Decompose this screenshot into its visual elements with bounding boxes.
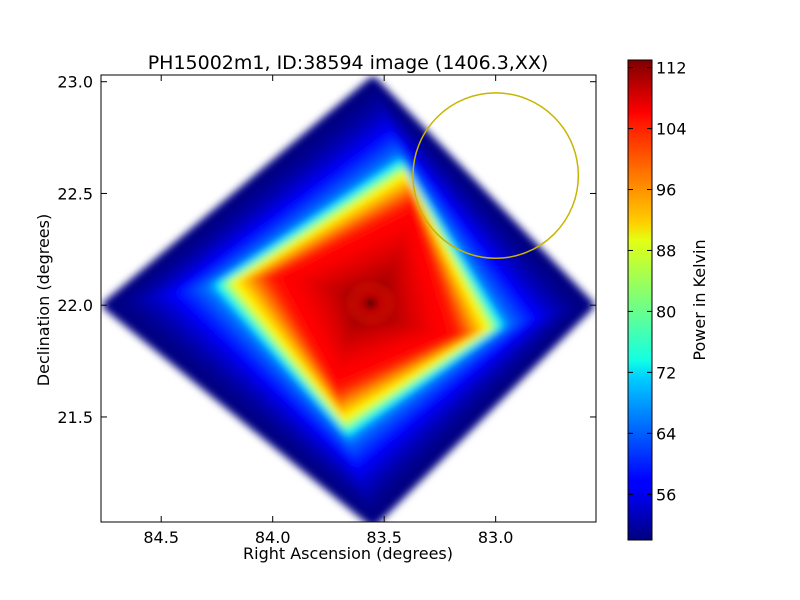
heatmap-peak-core bbox=[344, 279, 397, 328]
colorbar-label: Power in Kelvin bbox=[690, 239, 709, 360]
colorbar-tick-label: 72 bbox=[656, 363, 676, 382]
y-tick-label: 22.5 bbox=[57, 184, 93, 203]
x-axis-label: Right Ascension (degrees) bbox=[243, 544, 453, 563]
plot-frame bbox=[100, 74, 597, 523]
x-tick-label: 84.0 bbox=[255, 528, 291, 547]
colorbar-ticks: 56 64 72 80 88 96 104 112 bbox=[628, 59, 687, 504]
y-axis-ticks: 21.5 22.0 22.5 23.0 bbox=[57, 73, 596, 427]
colorbar-frame bbox=[627, 59, 653, 541]
colorbar-tick-label: 64 bbox=[656, 424, 676, 443]
colorbar-tick-label: 104 bbox=[656, 120, 687, 139]
colorbar-tick-label: 80 bbox=[656, 302, 676, 321]
x-tick-label: 84.5 bbox=[143, 528, 179, 547]
colorbar-tick-label: 88 bbox=[656, 241, 676, 260]
x-axis-ticks: 84.5 84.0 83.5 83.0 bbox=[143, 75, 513, 547]
colorbar bbox=[628, 60, 652, 540]
chart-title: PH15002m1, ID:38594 image (1406.3,XX) bbox=[148, 52, 549, 74]
colorbar-tick-label: 112 bbox=[656, 59, 687, 78]
y-axis-label: Declination (degrees) bbox=[34, 214, 53, 386]
colorbar-tick-label: 56 bbox=[656, 485, 676, 504]
colorbar-tick-label: 96 bbox=[656, 181, 676, 200]
heatmap-image bbox=[102, 76, 595, 522]
y-tick-label: 22.0 bbox=[57, 296, 93, 315]
y-tick-label: 21.5 bbox=[57, 408, 93, 427]
annotation-circle bbox=[412, 92, 580, 260]
x-tick-label: 83.5 bbox=[366, 528, 402, 547]
x-tick-label: 83.0 bbox=[478, 528, 514, 547]
y-tick-label: 23.0 bbox=[57, 73, 93, 92]
